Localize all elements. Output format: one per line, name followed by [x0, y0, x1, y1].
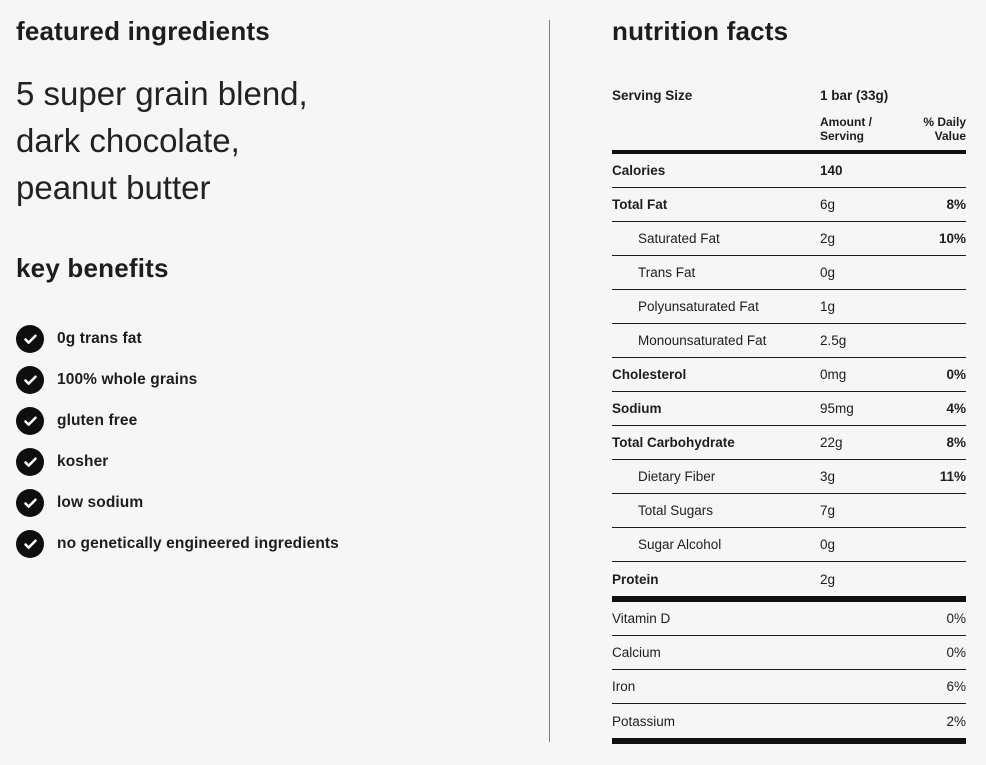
bottom-separator-bar [612, 738, 966, 744]
table-row-total-fat: Total Fat 6g 8% [612, 188, 966, 222]
table-row-trans-fat: Trans Fat 0g [612, 256, 966, 290]
amount-serving-header: Amount / Serving [820, 115, 872, 143]
table-row-calcium: Calcium 0% [612, 636, 966, 670]
table-row-total-carbohydrate: Total Carbohydrate 22g 8% [612, 426, 966, 460]
benefit-label: 0g trans fat [57, 330, 142, 347]
nutrition-table: Calories 140 Total Fat 6g 8% Saturated F… [612, 154, 966, 596]
column-divider [549, 20, 550, 742]
key-benefits-list: 0g trans fat 100% whole grains gluten fr… [16, 325, 549, 558]
benefit-label: gluten free [57, 412, 138, 429]
check-circle-icon [16, 489, 44, 517]
table-row-protein: Protein 2g [612, 571, 836, 587]
table-row-saturated-fat: Saturated Fat 2g 10% [612, 222, 966, 256]
benefit-label: no genetically engineered ingredients [57, 535, 339, 552]
key-benefits-heading: key benefits [16, 253, 169, 283]
check-circle-icon [16, 448, 44, 476]
table-row-monounsaturated-fat: Monounsaturated Fat 2.5g [612, 324, 966, 358]
serving-size-label: Serving Size [612, 88, 693, 103]
table-row-polyunsaturated-fat: Polyunsaturated Fat 1g [612, 290, 966, 324]
featured-ingredients-heading: featured ingredients [16, 16, 270, 46]
table-row-total-sugars: Total Sugars 7g [612, 494, 966, 528]
table-row-vitamin-d: Vitamin D 0% [612, 602, 966, 636]
benefit-item: 100% whole grains [16, 366, 549, 394]
serving-size-value: 1 bar (33g) [820, 88, 889, 103]
table-row-dietary-fiber: Dietary Fiber 3g 11% [612, 460, 966, 494]
daily-value-header: % Daily Value [923, 115, 966, 143]
check-circle-icon [16, 530, 44, 558]
benefit-label: low sodium [57, 494, 144, 511]
benefit-item: gluten free [16, 407, 549, 435]
featured-ingredients-text: 5 super grain blend, dark chocolate, pea… [16, 75, 308, 206]
benefit-item: no genetically engineered ingredients [16, 530, 549, 558]
ingredients-benefits-panel: featured ingredients 5 super grain blend… [16, 16, 549, 558]
benefit-item: 0g trans fat [16, 325, 549, 353]
protein-separator-bar [612, 596, 966, 602]
table-column-headers: Amount / Serving % Daily Value [612, 115, 966, 143]
table-row-sodium: Sodium 95mg 4% [612, 392, 966, 426]
check-circle-icon [16, 366, 44, 394]
vitamins-table: Vitamin D 0% Calcium 0% Iron 6% Potassiu… [612, 602, 966, 738]
table-row-sugar-alcohol: Sugar Alcohol 0g [612, 528, 966, 562]
serving-size-row: Serving Size 1 bar (33g) [612, 88, 966, 103]
header-separator-bar [612, 150, 966, 154]
nutrition-facts-heading: nutrition facts [612, 16, 789, 46]
table-row-iron: Iron 6% [612, 670, 966, 704]
table-row-potassium: Potassium 2% [612, 713, 966, 729]
benefit-label: 100% whole grains [57, 371, 198, 388]
benefit-label: kosher [57, 453, 109, 470]
table-row-cholesterol: Cholesterol 0mg 0% [612, 358, 966, 392]
table-row-calories: Calories 140 [612, 154, 966, 188]
benefit-item: low sodium [16, 489, 549, 517]
nutrition-facts-panel: nutrition facts Serving Size 1 bar (33g)… [612, 0, 966, 765]
check-circle-icon [16, 407, 44, 435]
benefit-item: kosher [16, 448, 549, 476]
check-circle-icon [16, 325, 44, 353]
